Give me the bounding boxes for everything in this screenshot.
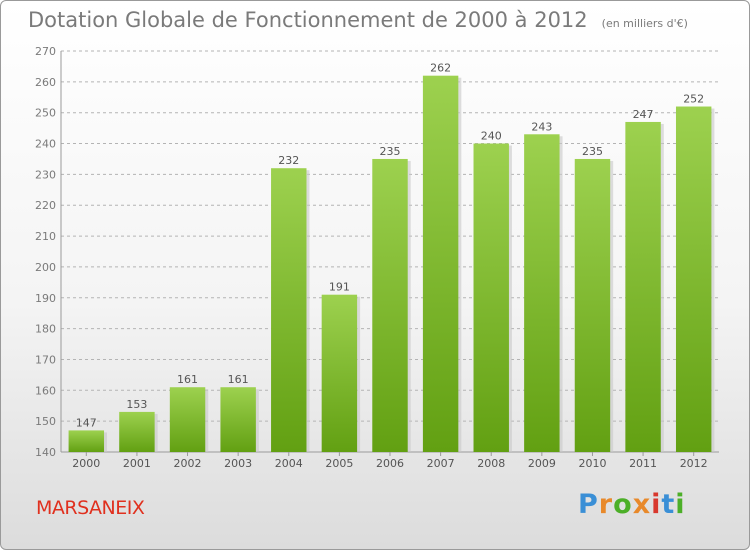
brand-letter: x — [632, 489, 652, 520]
y-tick-label: 190 — [35, 292, 56, 305]
data-label: 191 — [329, 281, 350, 294]
x-tick-label: 2005 — [325, 457, 353, 470]
data-label: 147 — [76, 416, 97, 429]
data-label: 161 — [177, 373, 198, 386]
y-tick-label: 260 — [35, 76, 56, 89]
bar — [675, 106, 712, 453]
x-tick-label: 2009 — [528, 457, 556, 470]
brand-letter: P — [578, 489, 599, 520]
brand-letter: o — [613, 489, 633, 520]
x-tick-label: 2003 — [224, 457, 252, 470]
x-tick-label: 2006 — [376, 457, 404, 470]
y-tick-label: 220 — [35, 199, 56, 212]
x-tick-label: 2011 — [629, 457, 657, 470]
bar — [68, 430, 105, 452]
data-label: 235 — [582, 145, 603, 158]
bar — [372, 158, 408, 452]
proxiti-logo: Proxiti — [578, 489, 686, 520]
bar — [119, 411, 155, 452]
y-tick-label: 200 — [35, 261, 56, 274]
data-label: 243 — [531, 120, 552, 133]
y-tick-label: 230 — [35, 168, 56, 181]
brand-letter: t — [661, 489, 676, 520]
chart-title-unit: (en milliers d'€) — [601, 17, 688, 30]
y-tick-label: 240 — [35, 138, 56, 151]
bar — [321, 294, 358, 452]
x-tick-label: 2001 — [123, 457, 151, 470]
y-tick-label: 270 — [35, 45, 56, 58]
x-tick-label: 2012 — [680, 457, 708, 470]
data-label: 252 — [683, 93, 704, 106]
bar — [422, 75, 459, 452]
x-tick-label: 2010 — [578, 457, 606, 470]
y-tick-label: 210 — [35, 230, 56, 243]
x-tick-label: 2004 — [275, 457, 303, 470]
brand-letter: r — [598, 489, 614, 520]
bar — [574, 158, 611, 452]
brand-letter: i — [651, 489, 662, 520]
chart-title: Dotation Globale de Fonctionnement de 20… — [28, 8, 688, 32]
x-tick-label: 2000 — [72, 457, 100, 470]
bar — [473, 143, 509, 453]
data-label: 153 — [126, 398, 147, 411]
bar — [625, 121, 661, 452]
data-label: 262 — [430, 62, 451, 75]
y-tick-label: 150 — [35, 415, 56, 428]
bar — [220, 387, 256, 452]
x-tick-label: 2008 — [477, 457, 505, 470]
data-label: 247 — [633, 108, 654, 121]
data-label: 232 — [278, 154, 299, 167]
commune-name: MARSANEIX — [36, 497, 145, 519]
brand-letter: i — [675, 489, 686, 520]
x-tick-label: 2002 — [174, 457, 202, 470]
y-tick-label: 170 — [35, 353, 56, 366]
bar — [271, 168, 307, 452]
y-tick-label: 250 — [35, 107, 56, 120]
bar — [524, 134, 560, 453]
data-label: 235 — [380, 145, 401, 158]
y-tick-label: 160 — [35, 384, 56, 397]
data-label: 161 — [228, 373, 249, 386]
data-label: 240 — [481, 130, 502, 143]
chart-title-main: Dotation Globale de Fonctionnement de 20… — [28, 8, 588, 32]
x-tick-label: 2007 — [427, 457, 455, 470]
bar — [169, 387, 206, 452]
y-tick-label: 180 — [35, 323, 56, 336]
y-tick-label: 140 — [35, 446, 56, 459]
